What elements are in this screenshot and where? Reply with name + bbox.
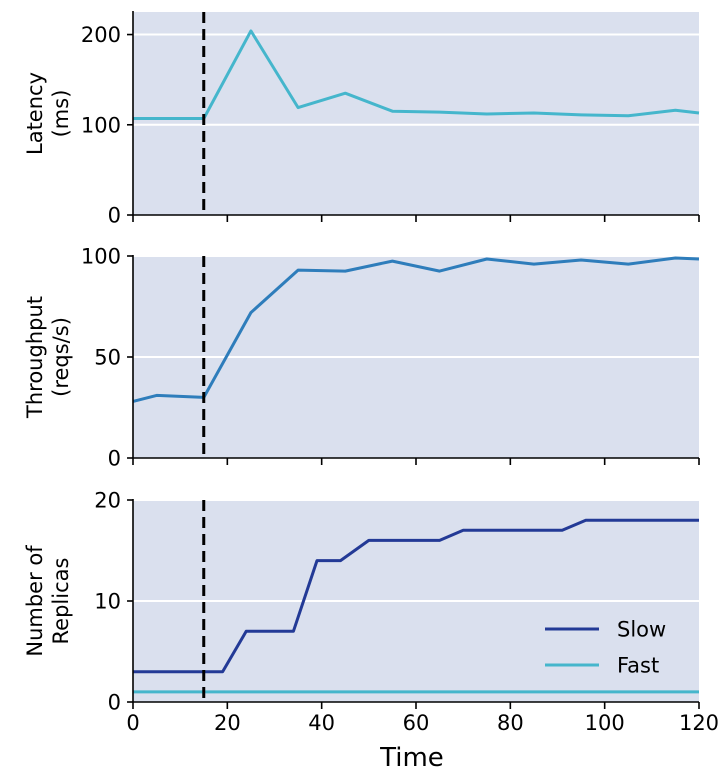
legend: Slow Fast: [545, 618, 666, 678]
x-tick-label: 100: [585, 711, 625, 735]
replicas-y-axis-label-line: Number of: [23, 545, 47, 657]
latency-y-tick-label: 200: [81, 23, 121, 47]
latency-series-line: [133, 29, 700, 120]
throughput-y-axis-label: Throughput(reqs/s): [23, 296, 73, 419]
x-tick-label: 60: [403, 711, 430, 735]
replicas-panel: 0 10 20 0 20 40 60 80 100 120 Number ofReplicas Tim…: [23, 489, 719, 770]
replicas-y-axis-label: Number ofReplicas: [23, 545, 73, 657]
x-tick-label: 0: [126, 711, 139, 735]
x-tick-label: 40: [308, 711, 335, 735]
latency-y-axis-label-line: (ms): [49, 90, 73, 138]
latency-y-tick-label: 100: [81, 113, 121, 137]
latency-panel: 0 100 200 Latency(ms): [23, 11, 700, 228]
fast-legend-label: Fast: [617, 654, 659, 678]
replicas-y-tick-label: 10: [94, 590, 121, 614]
x-tick-label: 80: [497, 711, 524, 735]
latency-plot-background: [133, 12, 699, 215]
replicas-y-tick-label: 0: [108, 691, 121, 715]
throughput-y-axis-label-line: Throughput: [23, 296, 47, 419]
x-axis-label: Time: [379, 743, 444, 770]
x-tick-label: 120: [679, 711, 719, 735]
latency-y-axis-label: Latency(ms): [23, 72, 73, 155]
throughput-y-tick-label: 0: [108, 447, 121, 471]
replicas-y-tick-label: 20: [94, 489, 121, 513]
throughput-panel: 0 50 100 Throughput(reqs/s): [23, 245, 700, 471]
x-tick-label: 20: [214, 711, 241, 735]
replicas-y-axis-label-line: Replicas: [49, 558, 73, 645]
throughput-series-line: [132, 256, 700, 403]
slow-series-line: [133, 518, 699, 674]
throughput-y-axis-label-line: (reqs/s): [49, 317, 73, 397]
throughput-y-tick-label: 50: [94, 346, 121, 370]
slow-legend-label: Slow: [617, 618, 666, 642]
latency-y-tick-label: 0: [108, 204, 121, 228]
latency-y-axis-label-line: Latency: [23, 72, 47, 155]
throughput-y-tick-label: 100: [81, 245, 121, 269]
